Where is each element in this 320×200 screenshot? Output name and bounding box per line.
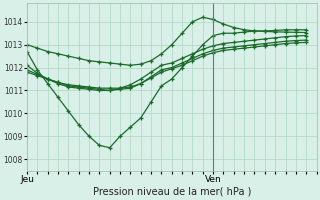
X-axis label: Pression niveau de la mer( hPa ): Pression niveau de la mer( hPa ): [92, 187, 251, 197]
